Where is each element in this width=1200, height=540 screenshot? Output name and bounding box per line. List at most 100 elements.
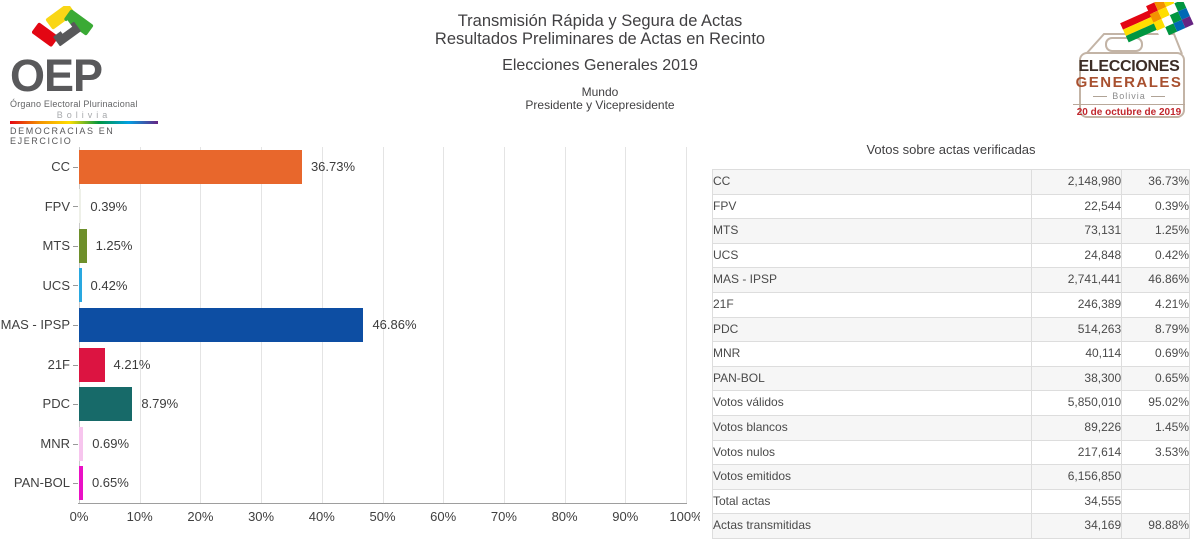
- cell-votes: 514,263: [1030, 317, 1122, 343]
- gridline-90%: [625, 147, 627, 503]
- cell-label: MTS: [712, 218, 1032, 244]
- oep-motto: DEMOCRACIAS EN EJERCICIO: [10, 126, 115, 146]
- table-row-CC: CC 2,148,980 36.73%: [712, 169, 1190, 195]
- elecciones-generales-logo: ELECCIONES GENERALES Bolivia 20 de octub…: [1064, 2, 1194, 122]
- title-contest: Presidente y Vicepresidente: [525, 98, 675, 112]
- value-label-PAN-BOL: 0.65%: [91, 475, 129, 491]
- cell-votes: 5,850,010: [1030, 390, 1122, 416]
- category-label-FPV: FPV: [44, 198, 70, 214]
- value-label-MTS: 1.25%: [95, 238, 133, 254]
- cell-votes: 34,555: [1030, 489, 1122, 515]
- cell-votes: 246,389: [1030, 292, 1122, 318]
- x-axis-tick-20%: 20%: [187, 508, 214, 524]
- value-label-MNR: 0.69%: [92, 435, 130, 451]
- value-label-MAS - IPSP: 46.86%: [372, 317, 417, 333]
- table-row-MNR: MNR 40,114 0.69%: [712, 341, 1190, 367]
- x-axis-tick-70%: 70%: [490, 508, 517, 524]
- category-tick-PDC: [73, 404, 78, 406]
- title-scope: Mundo: [581, 85, 619, 99]
- table-row-21F: 21F 246,389 4.21%: [712, 292, 1190, 318]
- x-axis-tick-40%: 40%: [308, 508, 335, 524]
- cell-label: MAS - IPSP: [712, 267, 1032, 293]
- title-line-1: Transmisión Rápida y Segura de Actas: [457, 12, 743, 30]
- table-row-Total-actas: Total actas 34,555: [712, 489, 1190, 515]
- title-line-2: Resultados Preliminares de Actas en Reci…: [434, 30, 766, 48]
- cell-percent: 1.45%: [1121, 415, 1190, 441]
- results-table-panel: Votos sobre actas verificadas CC 2,148,98…: [712, 142, 1190, 539]
- cell-percent: 0.69%: [1121, 341, 1190, 367]
- oep-rainbow-line: [10, 121, 158, 124]
- cell-label: MNR: [712, 341, 1032, 367]
- cell-percent: 0.39%: [1121, 194, 1190, 220]
- category-tick-FPV: [73, 206, 78, 208]
- bar-21F: [79, 347, 105, 382]
- eg-divider: [1073, 104, 1185, 105]
- x-axis-tick-60%: 60%: [430, 508, 457, 524]
- cell-percent: 98.88%: [1121, 513, 1190, 539]
- cell-votes: 73,131: [1030, 218, 1122, 244]
- category-tick-CC: [73, 166, 78, 168]
- category-label-21F: 21F: [47, 356, 70, 372]
- bar-PAN-BOL: [79, 466, 83, 501]
- x-axis-tick-30%: 30%: [248, 508, 275, 524]
- category-tick-21F: [73, 364, 78, 366]
- table-row-Votos-blancos: Votos blancos 89,226 1.45%: [712, 415, 1190, 441]
- table-row-Votos-nulos: Votos nulos 217,614 3.53%: [712, 440, 1190, 466]
- bar-FPV: [79, 189, 82, 224]
- results-table: CC 2,148,980 36.73% FPV 22,544 0.39% MTS 73,131…: [712, 169, 1190, 539]
- table-row-UCS: UCS 24,848 0.42%: [712, 243, 1190, 269]
- cell-percent: 1.25%: [1121, 218, 1190, 244]
- cell-percent: 0.42%: [1121, 243, 1190, 269]
- bar-UCS: [79, 268, 82, 303]
- eg-logo-text: ELECCIONES GENERALES Bolivia 20 de octub…: [1064, 59, 1194, 118]
- x-axis-tick-0%: 0%: [69, 508, 89, 524]
- category-tick-PAN-BOL: [73, 483, 78, 485]
- eg-line-date: 20 de octubre de 2019: [1076, 107, 1182, 118]
- value-label-UCS: 0.42%: [90, 277, 128, 293]
- gridline-100%: [686, 147, 687, 503]
- gridline-80%: [564, 147, 566, 503]
- cell-votes: 34,169: [1030, 513, 1122, 539]
- table-row-PDC: PDC 514,263 8.79%: [712, 317, 1190, 343]
- table-row-Votos-válidos: Votos válidos 5,850,010 95.02%: [712, 390, 1190, 416]
- category-label-MAS - IPSP: MAS - IPSP: [0, 317, 70, 333]
- cell-percent: 0.65%: [1121, 366, 1190, 392]
- category-tick-MNR: [73, 443, 78, 445]
- category-label-PDC: PDC: [42, 396, 70, 412]
- cell-percent: [1121, 464, 1190, 490]
- cell-label: PDC: [712, 317, 1032, 343]
- value-label-PDC: 8.79%: [141, 396, 179, 412]
- cell-label: Votos nulos: [712, 440, 1032, 466]
- cell-label: CC: [712, 169, 1032, 195]
- cell-percent: 36.73%: [1121, 169, 1190, 195]
- x-axis-tick-100%: 100%: [669, 508, 700, 524]
- table-row-MAS---IPSP: MAS - IPSP 2,741,441 46.86%: [712, 267, 1190, 293]
- x-axis-tick-80%: 80%: [551, 508, 578, 524]
- cell-label: UCS: [712, 243, 1032, 269]
- oep-subtitle: Órgano Electoral Plurinacional: [10, 99, 138, 109]
- bar-MTS: [79, 228, 87, 263]
- cell-votes: 217,614: [1030, 440, 1122, 466]
- cell-votes: 2,148,980: [1030, 169, 1122, 195]
- cell-label: Votos válidos: [712, 390, 1032, 416]
- bar-CC: [79, 149, 302, 184]
- category-label-MTS: MTS: [42, 238, 70, 254]
- cell-percent: 4.21%: [1121, 292, 1190, 318]
- cell-label: Votos emitidos: [712, 464, 1032, 490]
- bar-MAS - IPSP: [79, 307, 364, 342]
- value-label-FPV: 0.39%: [90, 198, 128, 214]
- cell-votes: 38,300: [1030, 366, 1122, 392]
- x-axis-line: [78, 502, 687, 504]
- x-axis-tick-10%: 10%: [126, 508, 153, 524]
- cell-percent: 3.53%: [1121, 440, 1190, 466]
- category-tick-UCS: [73, 285, 78, 287]
- cell-votes: 24,848: [1030, 243, 1122, 269]
- table-row-Actas-transmitidas: Actas transmitidas 34,169 98.88%: [712, 513, 1190, 539]
- cell-percent: [1121, 489, 1190, 515]
- category-label-MNR: MNR: [40, 435, 70, 451]
- x-axis-tick-90%: 90%: [612, 508, 639, 524]
- cell-percent: 8.79%: [1121, 317, 1190, 343]
- cell-label: FPV: [712, 194, 1032, 220]
- title-line-3: Elecciones Generales 2019: [502, 57, 698, 74]
- bar-MNR: [79, 426, 84, 461]
